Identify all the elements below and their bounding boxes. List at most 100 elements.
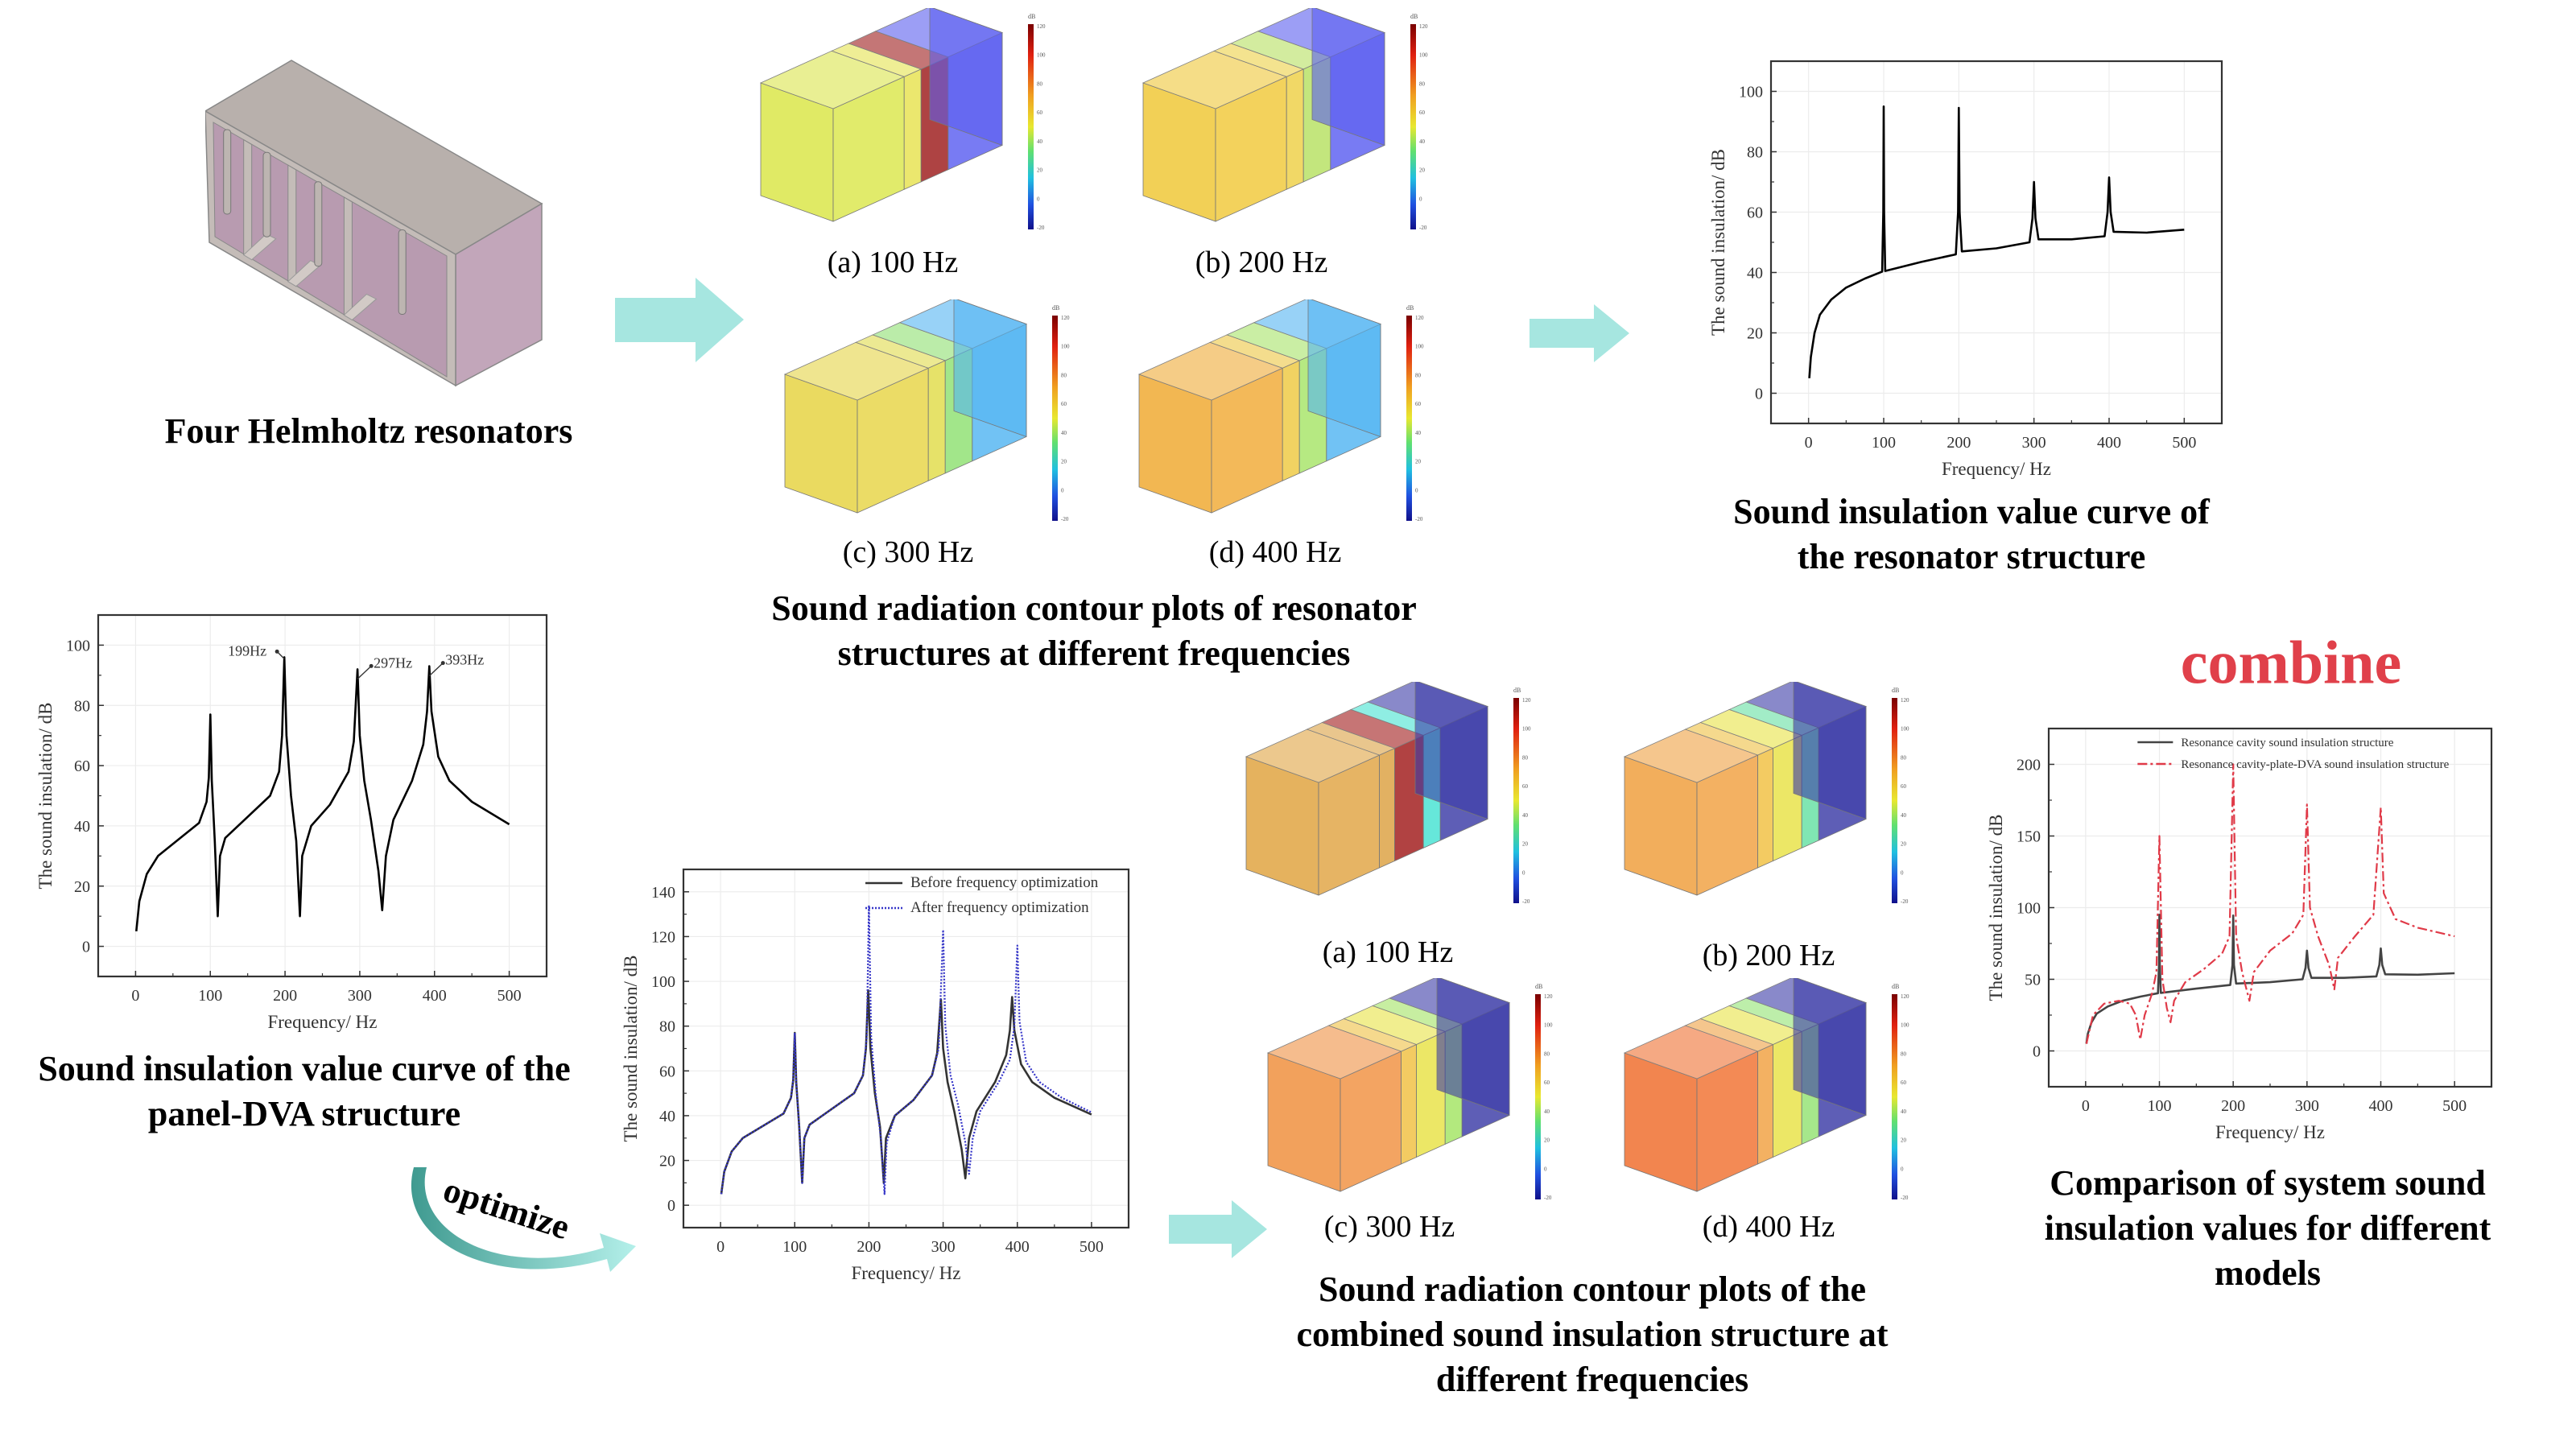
colorbar-tick-label: 20 bbox=[1415, 459, 1422, 465]
box-slab-top-highlight bbox=[1624, 1026, 1758, 1079]
panel-label: (d) 400 Hz bbox=[1702, 1210, 1835, 1244]
colorbar bbox=[1892, 994, 1897, 1199]
x-axis-label: Frequency/ Hz bbox=[1942, 459, 2051, 479]
colorbar-tick-label: 0 bbox=[1037, 196, 1040, 202]
colorbar-tick-label: 100 bbox=[1901, 726, 1909, 733]
box-slab-top-highlight bbox=[1307, 722, 1395, 755]
plot-frame bbox=[682, 868, 1130, 1229]
y-tick-label: 60 bbox=[1747, 204, 1763, 222]
x-tick-label: 300 bbox=[348, 987, 372, 1005]
series-line-1 bbox=[2085, 763, 2455, 1044]
annotation-arrowhead bbox=[440, 661, 445, 666]
colorbar-tick-label: 80 bbox=[1522, 754, 1529, 761]
colorbar-tick-label: 120 bbox=[1061, 315, 1070, 321]
caption-line: panel-DVA structure bbox=[147, 1094, 461, 1133]
y-tick-label: 0 bbox=[1755, 386, 1763, 403]
panel-label: (a) 100 Hz bbox=[1322, 935, 1454, 969]
box-slab-top-highlight bbox=[1685, 722, 1773, 755]
colorbar-tick-label: -20 bbox=[1037, 225, 1045, 231]
colorbar-tick-label: 40 bbox=[1419, 138, 1426, 145]
x-tick-label: 0 bbox=[1805, 434, 1813, 452]
y-tick-label: 100 bbox=[1739, 84, 1763, 101]
annotation-label: 199Hz bbox=[228, 642, 266, 658]
colorbar-tick-label: 120 bbox=[1544, 993, 1553, 1000]
colorbar-tick-label: 0 bbox=[1522, 869, 1525, 876]
x-tick-label: 500 bbox=[2172, 434, 2196, 452]
box-slab-top-highlight bbox=[1210, 334, 1300, 369]
y-tick-label: 20 bbox=[74, 878, 90, 896]
box-slab-front bbox=[1401, 1043, 1417, 1165]
box-slab-top-highlight bbox=[832, 43, 922, 77]
caption-line: models bbox=[2214, 1253, 2321, 1293]
x-tick-label: 200 bbox=[1946, 434, 1971, 452]
colorbar-tick-label: 40 bbox=[1415, 430, 1422, 436]
y-tick-label: 40 bbox=[659, 1108, 675, 1125]
floor bbox=[343, 293, 378, 321]
colorbar-tick-label: 100 bbox=[1415, 344, 1424, 350]
box-slab-front bbox=[927, 360, 946, 481]
caption-line: Sound insulation value curve of the bbox=[38, 1049, 571, 1088]
box-end-face bbox=[929, 8, 1003, 147]
y-axis-label: The sound insulation/ dB bbox=[1986, 815, 2006, 1001]
box-slab-top-highlight bbox=[1246, 729, 1380, 782]
box-slab-top-highlight bbox=[1231, 31, 1331, 69]
arrow-right-icon bbox=[1530, 304, 1629, 362]
caption-line: Sound insulation value curve of bbox=[1733, 492, 2210, 531]
colorbar-tick-label: -20 bbox=[1901, 898, 1909, 905]
floor bbox=[287, 260, 321, 287]
comparison-caption: Comparison of system sound insulation va… bbox=[2045, 1161, 2491, 1296]
caption-line: Sound radiation contour plots of the bbox=[1318, 1269, 1867, 1309]
resonator-neck-tube bbox=[314, 181, 323, 267]
combine-label: combine bbox=[2180, 629, 2402, 697]
caption-line: Comparison of system sound bbox=[2050, 1163, 2486, 1203]
colorbar-tick-label: 100 bbox=[1419, 52, 1428, 59]
colorbar-tick-label: -20 bbox=[1061, 516, 1069, 522]
x-tick-label: 500 bbox=[2442, 1097, 2467, 1115]
y-tick-label: 80 bbox=[659, 1018, 675, 1036]
series-line-0 bbox=[2085, 914, 2455, 1044]
box-slab-top-highlight bbox=[873, 322, 972, 361]
x-tick-label: 0 bbox=[131, 987, 139, 1005]
colorbar-unit: dB bbox=[1028, 13, 1035, 20]
colorbar-tick-label: 20 bbox=[1522, 841, 1529, 848]
box-slab-top-highlight bbox=[1328, 1018, 1417, 1051]
box-slab-top-highlight bbox=[1139, 342, 1283, 400]
legend-label: Resonance cavity-plate-DVA sound insulat… bbox=[2181, 758, 2449, 771]
y-axis-label: The sound insulation/ dB bbox=[35, 703, 56, 890]
box-slab-top-highlight bbox=[1700, 709, 1802, 749]
colorbar-unit: dB bbox=[1513, 687, 1521, 694]
caption-line: structures at different frequencies bbox=[837, 634, 1351, 673]
colorbar-tick-label: 60 bbox=[1061, 401, 1067, 407]
panel-label: (a) 100 Hz bbox=[827, 246, 959, 279]
colorbar bbox=[1052, 316, 1058, 521]
box-slab-front bbox=[903, 68, 922, 190]
colorbar-tick-label: 60 bbox=[1037, 109, 1043, 116]
colorbar-tick-label: 0 bbox=[1901, 1166, 1904, 1172]
colorbar-unit: dB bbox=[1406, 304, 1414, 312]
y-tick-label: 60 bbox=[659, 1063, 675, 1080]
box-slab-top-highlight bbox=[1143, 51, 1287, 109]
colorbar-tick-label: 20 bbox=[1419, 167, 1426, 174]
box-end-face bbox=[1311, 8, 1385, 147]
colorbar-tick-label: 40 bbox=[1037, 138, 1043, 145]
box-slab-top-highlight bbox=[1685, 1018, 1773, 1051]
x-tick-label: 400 bbox=[1005, 1238, 1030, 1256]
box-slab-top-highlight bbox=[785, 342, 929, 400]
optimize-label: optimize bbox=[439, 1170, 575, 1247]
box-slab-top-highlight bbox=[761, 51, 905, 109]
resonator-neck-tube bbox=[262, 151, 271, 237]
colorbar-tick-label: 20 bbox=[1037, 167, 1043, 174]
colorbar bbox=[1410, 24, 1416, 229]
panel-label: (c) 300 Hz bbox=[1323, 1210, 1455, 1244]
divider-wall bbox=[243, 138, 253, 261]
colorbar-tick-label: 100 bbox=[1522, 726, 1531, 733]
colorbar-tick-label: 40 bbox=[1901, 1108, 1907, 1115]
caption-line: combined sound insulation structure at bbox=[1296, 1315, 1889, 1354]
x-tick-label: 400 bbox=[423, 987, 447, 1005]
divider-wall bbox=[287, 164, 297, 287]
chart-model-comparison: 0 100 200 300 400 500 0 50 100 150 200 Frequency/ H… bbox=[1986, 727, 2493, 1142]
helmholtz-title-text: Four Helmholtz resonators bbox=[164, 411, 573, 451]
